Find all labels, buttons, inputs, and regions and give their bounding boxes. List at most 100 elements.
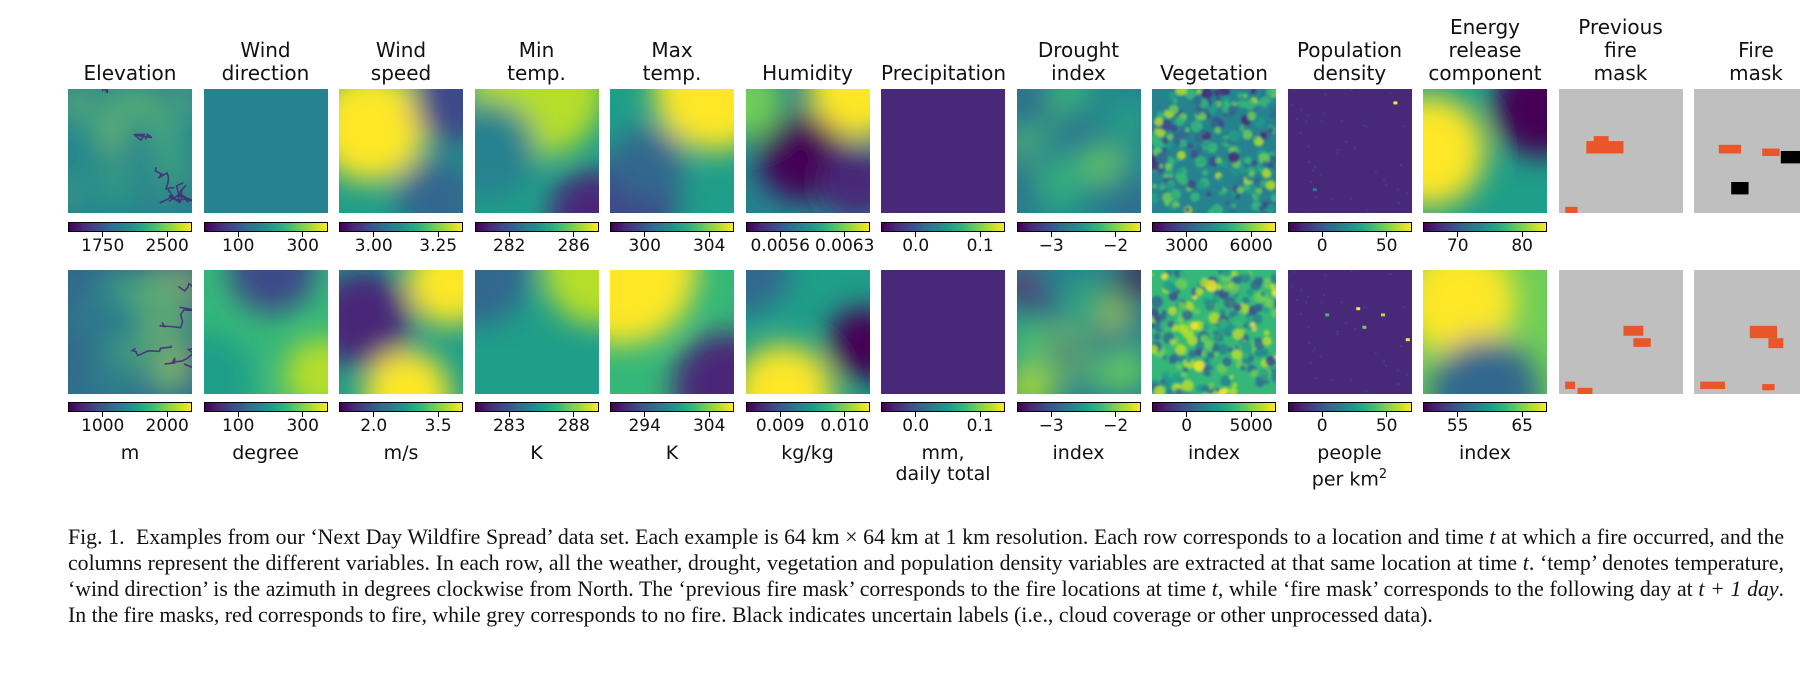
colorbar-tick-mark — [1115, 232, 1117, 237]
elevation-map-row2 — [68, 270, 192, 394]
population_density-colorbar-row2 — [1287, 402, 1412, 412]
column-title-max_temp: Max temp. — [610, 10, 734, 85]
humidity-map-row2 — [745, 270, 870, 394]
caption-fragment: at which a fire occurred, and the column… — [68, 525, 1784, 575]
colorbar-tick-label: 80 — [1511, 236, 1534, 256]
colorbar-tick-mark — [508, 412, 510, 417]
figure: Elevation 1750 2500 1000 2000 m Wind direction 1… — [55, 10, 1800, 490]
title-line: Previous — [1578, 15, 1663, 39]
colorbar-tick-mark — [708, 412, 710, 417]
colorbar-tick-label: 6000 — [1229, 236, 1273, 256]
title-line: temp. — [642, 61, 702, 85]
prev_fire_mask-map-image — [1558, 270, 1683, 394]
prev_fire_mask-map-row2 — [1558, 270, 1683, 394]
erc-map-row1 — [1423, 89, 1547, 213]
unit-line: K — [665, 442, 679, 464]
humidity-unit-label: kg/kg — [733, 443, 883, 464]
column-title-text: Population density — [1288, 39, 1412, 85]
colorbar-tick-label: 304 — [692, 236, 726, 256]
colorbar-tick-label: 50 — [1375, 236, 1398, 256]
colorbar-tick-label: 288 — [557, 416, 590, 436]
colorbar-tick-mark — [166, 232, 168, 237]
max_temp-map-image — [610, 270, 734, 394]
title-line: mask — [1593, 61, 1648, 85]
title-line: Drought — [1037, 38, 1120, 62]
wind_speed-map-image — [339, 270, 463, 394]
title-line: Fire — [1738, 38, 1774, 62]
title-line: Precipitation — [881, 61, 1007, 85]
colorbar-tick-label: −3 — [1038, 416, 1064, 436]
colorbar-tick-label: 70 — [1446, 236, 1469, 256]
title-line: Vegetation — [1160, 61, 1268, 85]
colorbar-tick-label: 0.0063 — [814, 236, 875, 256]
vegetation-colorbar-row1 — [1152, 222, 1276, 232]
colorbar-tick-label: 0 — [1181, 416, 1193, 436]
caption-label: Fig. 1. — [68, 525, 125, 549]
unit-line: m — [120, 442, 140, 464]
drought_index-map-row1 — [1016, 89, 1141, 213]
title-line: Population — [1296, 38, 1403, 62]
title-line: speed — [370, 61, 432, 85]
population_density-colorbar-row1 — [1287, 222, 1412, 232]
colorbar-tick-label: 0 — [1316, 236, 1328, 256]
colorbar-tick-label: 282 — [492, 236, 526, 256]
elevation-unit-label: m — [55, 443, 205, 464]
population_density-map-image — [1287, 89, 1412, 213]
column-title-text: Wind speed — [339, 39, 463, 85]
column-title-text: Previous fire mask — [1559, 16, 1683, 85]
population_density-map-row1 — [1287, 89, 1412, 213]
wind_speed-colorbar-row1 — [339, 222, 463, 232]
max_temp-colorbar-row2 — [610, 402, 734, 412]
title-line: fire — [1604, 38, 1637, 62]
min_temp-colorbar-row2 — [474, 402, 599, 412]
precipitation-colorbar-row2 — [881, 402, 1005, 412]
colorbar-tick-mark — [1186, 232, 1188, 237]
column-title-humidity: Humidity — [746, 10, 870, 85]
caption-fragment: . In the fire masks, red corresponds to … — [68, 577, 1784, 627]
colorbar-tick-label: 2500 — [145, 236, 189, 256]
drought_index-colorbar-row1 — [1016, 222, 1141, 232]
colorbar-tick-label: −2 — [1103, 236, 1129, 256]
column-title-erc: Energy release component — [1423, 10, 1547, 85]
humidity-map-image — [745, 89, 870, 213]
max_temp-map-image — [610, 89, 734, 213]
humidity-map-row1 — [745, 89, 870, 213]
caption-fragment: . ‘temp’ denotes temperature, ‘wind dire… — [68, 551, 1785, 601]
wind_direction-colorbar-row1 — [203, 222, 328, 232]
fire_mask-map-image — [1694, 89, 1800, 213]
elevation-colorbar-row2 — [68, 402, 192, 412]
colorbar-tick-mark — [644, 412, 646, 417]
colorbar-tick-label: 5000 — [1229, 416, 1273, 436]
caption-fragment: , while ‘fire mask’ corresponds to the f… — [1217, 577, 1699, 601]
wind_speed-map-row2 — [339, 270, 463, 394]
vegetation-map-image — [1152, 270, 1276, 394]
colorbar-tick-mark — [644, 232, 646, 237]
vegetation-colorbar-row2 — [1152, 402, 1276, 412]
colorbar-tick-label: 304 — [692, 416, 726, 436]
colorbar-tick-label: 100 — [221, 236, 255, 256]
wind_speed-map-row1 — [339, 89, 463, 213]
column-title-text: Elevation — [68, 62, 192, 85]
fire_mask-map-image — [1694, 270, 1800, 394]
colorbar-tick-mark — [1521, 412, 1523, 417]
title-line: Humidity — [762, 61, 853, 85]
prev_fire_mask-map-image — [1558, 89, 1683, 213]
column-title-wind_direction: Wind direction — [204, 10, 328, 85]
colorbar-tick-mark — [302, 232, 304, 237]
unit-line: index — [1052, 442, 1105, 464]
min_temp-map-row2 — [474, 270, 599, 394]
colorbar-tick-mark — [1250, 412, 1252, 417]
colorbar-tick-label: 0.009 — [755, 416, 805, 436]
colorbar-tick-mark — [1115, 412, 1117, 417]
colorbar-tick-label: 0.0 — [902, 236, 930, 256]
colorbar-tick-label: 100 — [221, 416, 255, 436]
colorbar-tick-mark — [708, 232, 710, 237]
title-line: Wind — [375, 38, 427, 62]
colorbar-tick-mark — [979, 412, 981, 417]
figure-caption: Fig. 1. Examples from our ‘Next Day Wild… — [68, 524, 1784, 628]
colorbar-tick-mark — [573, 412, 575, 417]
elevation-map-image — [68, 270, 192, 394]
population_density-unit-label: people per km2 — [1275, 443, 1425, 490]
colorbar-tick-label: 0 — [1316, 416, 1328, 436]
colorbar-tick-mark — [373, 412, 375, 417]
